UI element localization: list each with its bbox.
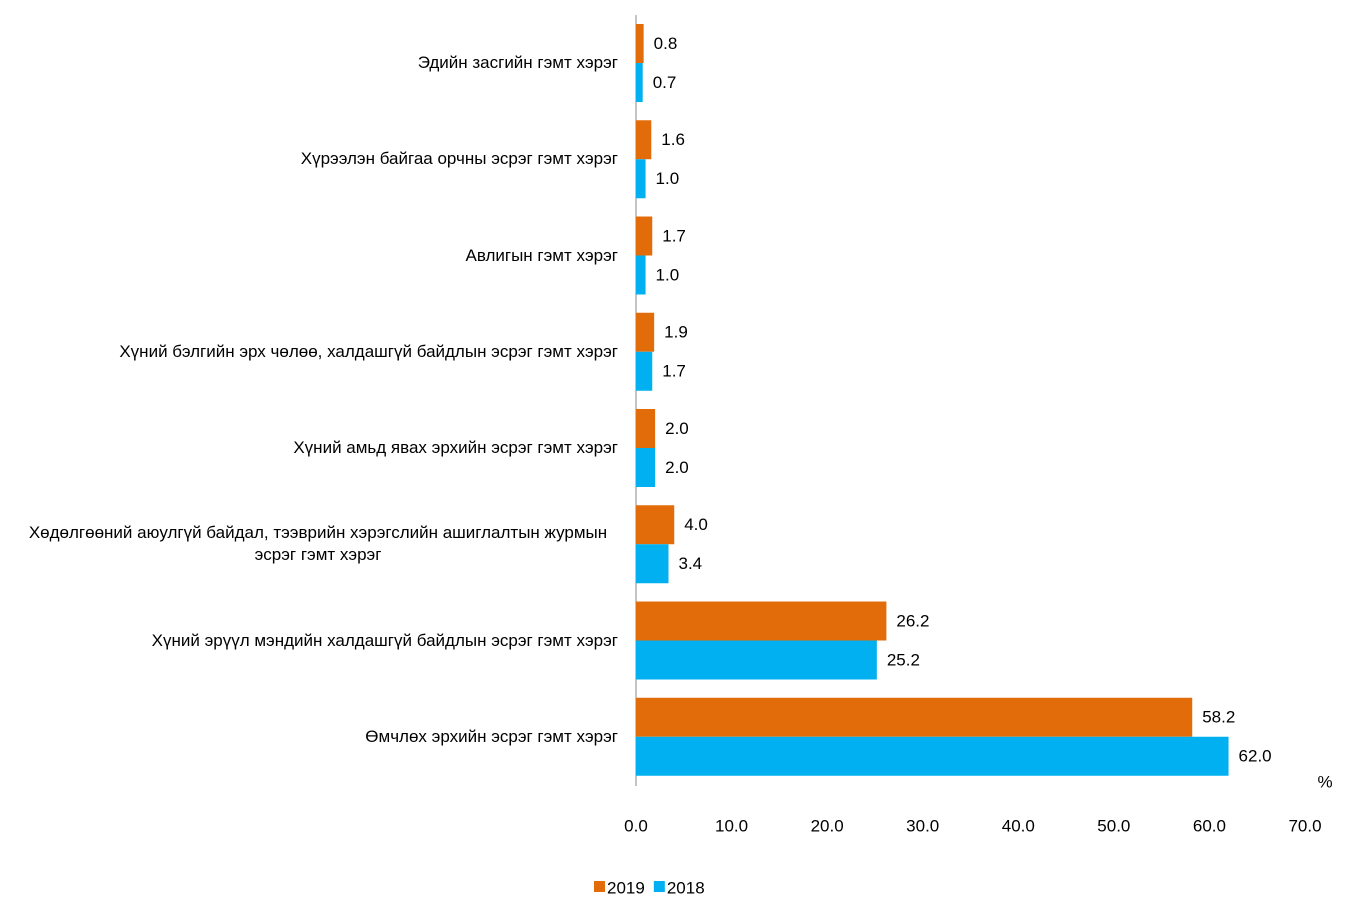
category-label: Хүний эрүүл мэндийн халдашгүй байдлын эс… [151,630,618,650]
value-label: 26.2 [896,611,929,630]
value-label: 4.0 [684,515,708,534]
bar [636,159,646,199]
value-label: 0.7 [653,73,677,92]
x-axis-unit: % [1317,772,1332,791]
legend-label: 2018 [667,878,705,897]
value-label: 1.0 [656,265,680,284]
x-tick-label: 40.0 [1002,816,1035,835]
bar [636,24,644,63]
x-tick-label: 60.0 [1193,816,1226,835]
bar [636,216,653,256]
bar [636,601,887,641]
bar [636,736,1229,776]
value-label: 62.0 [1239,747,1272,766]
x-tick-label: 70.0 [1288,816,1321,835]
bar [636,697,1193,737]
category-label: Хүний амьд явах эрхийн эсрэг гэмт хэрэг [293,438,618,458]
value-label: 1.7 [662,362,686,381]
bar [636,409,656,448]
value-label: 3.4 [678,554,702,573]
category-label: Хүний бэлгийн эрх чөлөө, халдашгүй байдл… [119,341,618,361]
bar [636,63,643,102]
x-tick-label: 30.0 [906,816,939,835]
legend-swatch [594,881,605,892]
value-label: 58.2 [1202,708,1235,727]
value-label: 1.6 [661,130,685,149]
value-label: 1.0 [656,169,680,188]
x-tick-label: 10.0 [715,816,748,835]
legend-swatch [653,881,665,892]
legend-label: 2019 [607,878,645,897]
bar [636,448,656,487]
x-tick-label: 0.0 [624,816,648,835]
bar [636,255,646,295]
category-label: Авлигын гэмт хэрэг [465,245,618,265]
value-label: 1.9 [664,323,688,342]
bar [636,312,655,352]
bar [636,351,653,391]
bar [636,505,675,545]
value-label: 2.0 [665,419,689,438]
x-tick-label: 50.0 [1097,816,1130,835]
bar [636,544,669,584]
value-label: 25.2 [887,650,920,669]
value-label: 0.8 [654,34,678,53]
x-tick-label: 20.0 [811,816,844,835]
category-label: Эдийн засгийн гэмт хэрэг [417,53,618,73]
bar [636,640,877,680]
bar [636,120,652,160]
value-label: 2.0 [665,458,689,477]
value-label: 1.7 [662,226,686,245]
category-label: Хүрээлэн байгаа орчны эсрэг гэмт хэрэг [300,149,618,169]
category-label: Хөдөлгөөний аюулгүй байдал, тээврийн хэр… [28,523,608,565]
category-label: Өмчлөх эрхийн эсрэг гэмт хэрэг [365,726,618,746]
